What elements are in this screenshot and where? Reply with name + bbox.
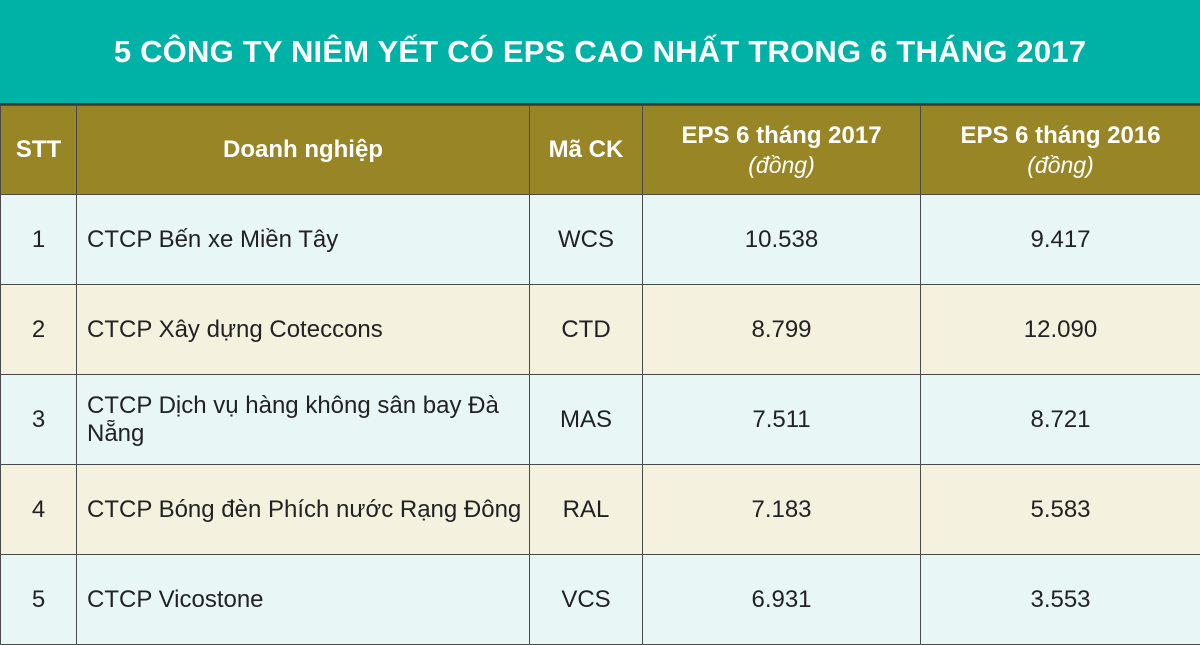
cell-eps-2016: 8.721 (921, 375, 1200, 465)
cell-eps-2016: 5.583 (921, 465, 1200, 555)
cell-stt: 5 (1, 555, 77, 645)
table-row: 5 CTCP Vicostone VCS 6.931 3.553 (1, 555, 1200, 645)
cell-eps-2016: 3.553 (921, 555, 1200, 645)
eps-table: STT Doanh nghiệp Mã CK EPS 6 tháng 2017 … (0, 105, 1200, 645)
cell-eps-2017: 7.511 (643, 375, 921, 465)
cell-company: CTCP Bến xe Miền Tây (77, 195, 530, 285)
cell-eps-2016: 9.417 (921, 195, 1200, 285)
table-row: 3 CTCP Dịch vụ hàng không sân bay Đà Nẵn… (1, 375, 1200, 465)
cell-eps-2016: 12.090 (921, 285, 1200, 375)
col-header-unit: (đồng) (643, 151, 920, 180)
col-header-eps-2017: EPS 6 tháng 2017 (đồng) (643, 106, 921, 195)
cell-company: CTCP Bóng đèn Phích nước Rạng Đông (77, 465, 530, 555)
cell-company: CTCP Xây dựng Coteccons (77, 285, 530, 375)
cell-stt: 2 (1, 285, 77, 375)
col-header-company: Doanh nghiệp (77, 106, 530, 195)
cell-eps-2017: 6.931 (643, 555, 921, 645)
table-row: 1 CTCP Bến xe Miền Tây WCS 10.538 9.417 (1, 195, 1200, 285)
col-header-label: STT (16, 136, 61, 163)
cell-stt: 1 (1, 195, 77, 285)
col-header-label: EPS 6 tháng 2017 (681, 122, 881, 149)
cell-stt: 3 (1, 375, 77, 465)
cell-ticker: WCS (530, 195, 643, 285)
cell-ticker: VCS (530, 555, 643, 645)
header-row: STT Doanh nghiệp Mã CK EPS 6 tháng 2017 … (1, 106, 1200, 195)
col-header-code: Mã CK (530, 106, 643, 195)
col-header-label: Mã CK (549, 136, 624, 163)
col-header-eps-2016: EPS 6 tháng 2016 (đồng) (921, 106, 1200, 195)
table-row: 4 CTCP Bóng đèn Phích nước Rạng Đông RAL… (1, 465, 1200, 555)
cell-ticker: CTD (530, 285, 643, 375)
cell-eps-2017: 7.183 (643, 465, 921, 555)
cell-eps-2017: 10.538 (643, 195, 921, 285)
col-header-label: Doanh nghiệp (223, 136, 383, 163)
cell-ticker: MAS (530, 375, 643, 465)
cell-ticker: RAL (530, 465, 643, 555)
table-row: 2 CTCP Xây dựng Coteccons CTD 8.799 12.0… (1, 285, 1200, 375)
col-header-unit: (đồng) (921, 151, 1200, 180)
col-header-label: EPS 6 tháng 2016 (960, 122, 1160, 149)
cell-eps-2017: 8.799 (643, 285, 921, 375)
cell-company: CTCP Dịch vụ hàng không sân bay Đà Nẵng (77, 375, 530, 465)
cell-company: CTCP Vicostone (77, 555, 530, 645)
cell-stt: 4 (1, 465, 77, 555)
table-title: 5 CÔNG TY NIÊM YẾT CÓ EPS CAO NHẤT TRONG… (0, 0, 1200, 105)
col-header-stt: STT (1, 106, 77, 195)
